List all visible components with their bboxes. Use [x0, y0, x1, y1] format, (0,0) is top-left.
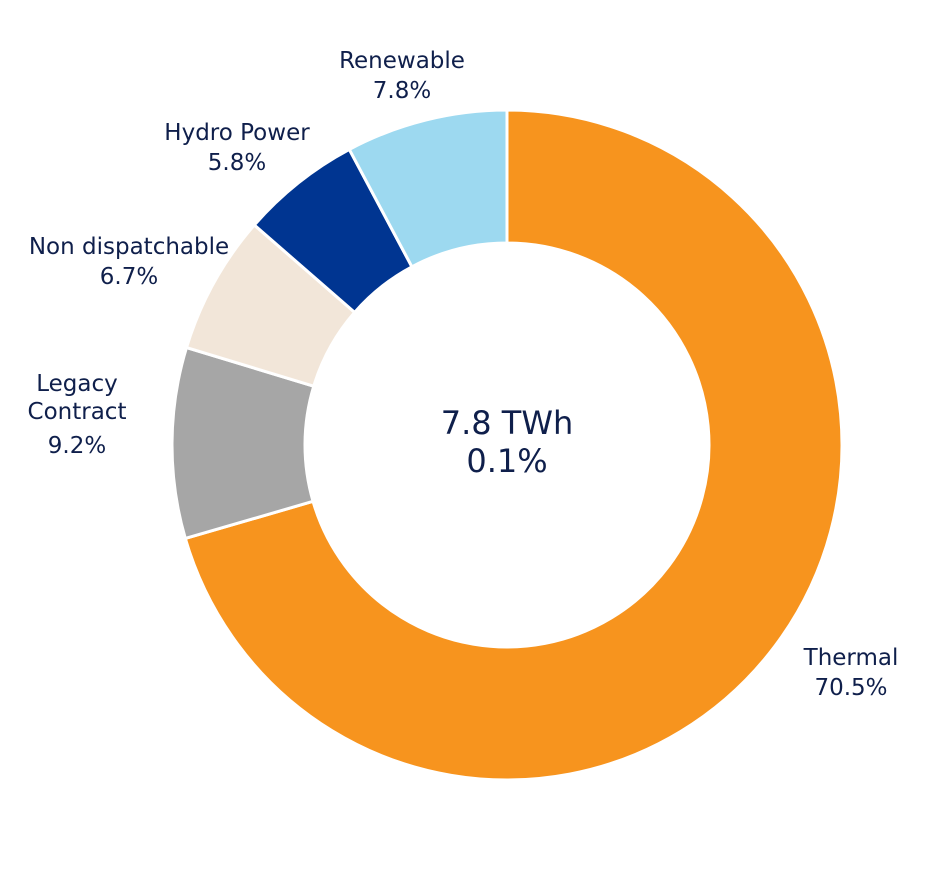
slice-name-label-renewable: Renewable [339, 48, 465, 74]
center-label: 7.8 TWh 0.1% [441, 404, 574, 480]
slice-name-label-hydro-power: Hydro Power [164, 120, 310, 146]
slice-value-label-hydro-power: 5.8% [208, 150, 266, 176]
slice-name-label-thermal: Thermal [803, 645, 899, 671]
slice-thermal [183, 108, 844, 782]
slice-value-label-non-dispatchable: 6.7% [100, 264, 158, 290]
slice-name-label-non-dispatchable: Non dispatchable [29, 234, 229, 260]
center-total-value: 7.8 TWh [441, 404, 574, 442]
slice-name-label-legacy-contract: Legacy [36, 371, 118, 397]
slice-name-label-legacy-contract: Contract [28, 399, 127, 425]
center-share-value: 0.1% [466, 442, 547, 480]
slice-value-label-thermal: 70.5% [814, 675, 887, 701]
slice-value-label-legacy-contract: 9.2% [48, 433, 106, 459]
slice-value-label-renewable: 7.8% [373, 78, 431, 104]
slice-renewable [347, 108, 509, 269]
donut-slices [170, 108, 844, 782]
